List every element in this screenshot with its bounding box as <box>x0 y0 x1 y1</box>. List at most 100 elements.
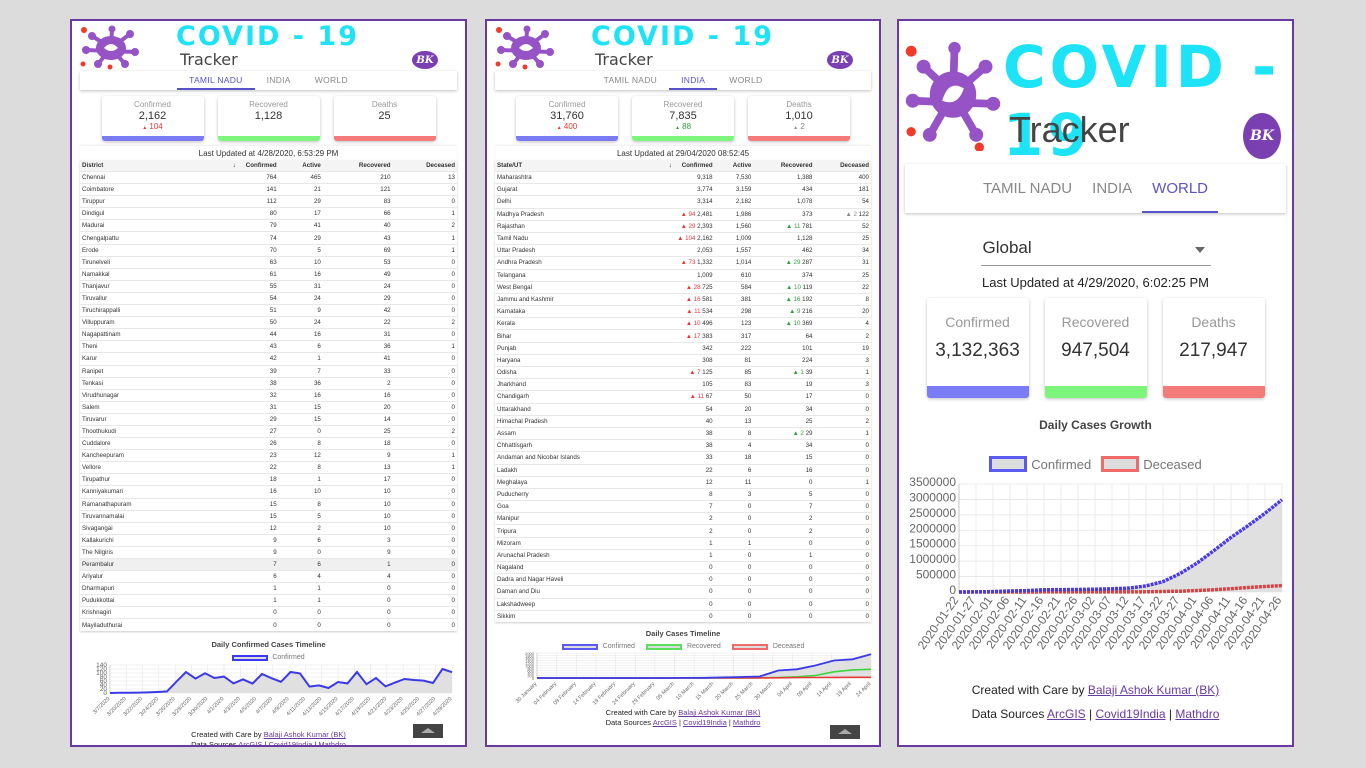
source-link-arcgis[interactable]: ArcGIS <box>238 740 263 747</box>
table-row[interactable]: Dindigul 80 17 66 1 <box>80 207 457 220</box>
table-row[interactable]: Tiruchirappalli 51 9 42 0 <box>80 304 457 317</box>
tab-world[interactable]: WORLD <box>314 75 348 85</box>
table-row[interactable]: Tenkasi 38 36 2 0 <box>80 376 457 390</box>
table-row[interactable]: Perambalur 7 6 1 0 <box>80 557 457 571</box>
table-row[interactable]: Chandigarh ▲ 11 67 50 17 0 <box>495 390 871 404</box>
table-row[interactable]: Tiruvarur 29 15 14 0 <box>80 412 457 426</box>
table-row[interactable]: Madurai 79 41 40 2 <box>80 219 457 232</box>
table-row[interactable]: Tiruvannamalai 15 5 10 0 <box>80 509 457 523</box>
table-row[interactable]: Madhya Pradesh ▲ 94 2,481 1,986 373 ▲ 2 122 <box>495 207 871 221</box>
table-row[interactable]: Assam 38 8 ▲ 2 29 1 <box>495 426 871 440</box>
source-link-mathdro[interactable]: Mathdro <box>732 718 761 728</box>
source-link-mathdro[interactable]: Mathdro <box>318 740 346 747</box>
col-recovered[interactable]: Recovered <box>753 160 815 172</box>
table-row[interactable]: Telangana 1,009 610 374 25 <box>495 268 871 282</box>
table-row[interactable]: Karur 42 1 41 0 <box>80 352 457 365</box>
table-row[interactable]: Tiruvallur 54 24 29 0 <box>80 291 457 305</box>
col-district[interactable]: District <box>80 160 185 172</box>
country-select[interactable]: Global <box>980 233 1211 266</box>
table-row[interactable]: Puducherry 8 3 5 0 <box>495 487 871 501</box>
table-row[interactable]: Cuddalore 26 8 18 0 <box>80 437 457 450</box>
col-confirmed[interactable]: ↓ Confirmed <box>184 160 279 172</box>
tab-world[interactable]: WORLD <box>1142 164 1218 213</box>
table-row[interactable]: Dadra and Nagar Haveli 0 0 0 0 <box>495 573 871 586</box>
tab-india[interactable]: INDIA <box>1092 180 1133 197</box>
table-row[interactable]: Manipur 2 0 2 0 <box>495 512 871 525</box>
source-link-mathdro[interactable]: Mathdro <box>1175 707 1220 721</box>
tab-india[interactable]: INDIA <box>669 71 718 90</box>
table-row[interactable]: Kallakurichi 9 6 3 0 <box>80 533 457 547</box>
table-row[interactable]: Ariyalur 6 4 4 0 <box>80 570 457 583</box>
table-row[interactable]: Chengalpattu 74 29 43 1 <box>80 231 457 245</box>
table-row[interactable]: Delhi 3,314 2,182 1,078 54 <box>495 195 871 209</box>
table-row[interactable]: Uttarakhand 54 20 34 0 <box>495 402 871 416</box>
table-row[interactable]: Ramanathapuram 15 8 10 0 <box>80 497 457 511</box>
table-row[interactable]: Odisha ▲ 7 125 85 ▲ 1 39 1 <box>495 365 871 379</box>
legend-swatch-confirmed[interactable] <box>989 456 1028 472</box>
table-row[interactable]: Gujarat 3,774 3,159 434 181 <box>495 183 871 196</box>
table-row[interactable]: Nagapattinam 44 16 31 0 <box>80 328 457 341</box>
table-row[interactable]: Chennai 764 465 210 13 <box>80 170 457 184</box>
scroll-to-top-button[interactable] <box>830 725 860 739</box>
table-row[interactable]: Arunachal Pradesh 1 0 1 0 <box>495 548 871 562</box>
author-link[interactable]: Balaji Ashok Kumar (BK) <box>678 708 761 718</box>
table-row[interactable]: Tiruppur 112 29 83 0 <box>80 195 457 208</box>
table-row[interactable]: Krishnagiri 0 0 0 0 <box>80 606 457 619</box>
table-row[interactable]: Kerala ▲ 10 496 123 ▲ 10 369 4 <box>495 317 871 330</box>
col-deceased[interactable]: Deceased <box>392 160 457 172</box>
table-row[interactable]: Punjab 342 222 101 19 <box>495 341 871 355</box>
table-row[interactable]: Uttar Pradesh 2,053 1,557 462 34 <box>495 244 871 257</box>
table-row[interactable]: Meghalaya 12 11 0 1 <box>495 475 871 489</box>
table-row[interactable]: Tripura 2 0 2 0 <box>495 524 871 538</box>
tab-tamil-nadu[interactable]: TAMIL NADU <box>982 180 1073 197</box>
table-row[interactable]: Jharkhand 105 83 19 3 <box>495 378 871 391</box>
source-link-arcgis[interactable]: ArcGIS <box>652 718 677 728</box>
col-recovered[interactable]: Recovered <box>322 160 393 172</box>
source-link-covid19india[interactable]: Covid19India <box>683 718 727 728</box>
table-row[interactable]: Ladakh 22 6 16 0 <box>495 463 871 477</box>
source-link-arcgis[interactable]: ArcGIS <box>1046 707 1086 721</box>
table-row[interactable]: Andaman and Nicobar Islands 33 18 15 0 <box>495 451 871 464</box>
table-row[interactable]: Kanniyakumari 16 10 10 0 <box>80 485 457 499</box>
table-row[interactable]: Sikkim 0 0 0 0 <box>495 609 871 623</box>
table-row[interactable]: Goa 7 0 7 0 <box>495 500 871 513</box>
legend-swatch-deceased[interactable] <box>1101 456 1140 472</box>
col-active[interactable]: Active <box>278 160 323 172</box>
table-row[interactable]: Thoothukudi 27 0 25 2 <box>80 424 457 438</box>
table-row[interactable]: Haryana 308 81 224 3 <box>495 353 871 367</box>
legend-swatch-confirmed[interactable] <box>561 643 598 650</box>
tab-world[interactable]: WORLD <box>729 75 763 85</box>
tab-tamil-nadu[interactable]: TAMIL NADU <box>603 75 658 85</box>
table-row[interactable]: Kancheepuram 23 12 9 1 <box>80 449 457 462</box>
table-row[interactable]: Chhattisgarh 38 4 34 0 <box>495 439 871 452</box>
col-state[interactable]: State/UT <box>495 160 633 172</box>
table-row[interactable]: Daman and Diu 0 0 0 0 <box>495 585 871 599</box>
author-link[interactable]: Balaji Ashok Kumar (BK) <box>263 730 346 740</box>
source-link-covid19india[interactable]: Covid19India <box>268 740 313 747</box>
table-row[interactable]: Namakkal 61 16 49 0 <box>80 267 457 281</box>
legend-swatch-recovered[interactable] <box>645 643 682 650</box>
legend-swatch-confirmed[interactable] <box>232 654 269 661</box>
table-row[interactable]: Vellore 22 8 13 1 <box>80 461 457 474</box>
table-row[interactable]: Andhra Pradesh ▲ 73 1,332 1,014 ▲ 29 287 31 <box>495 256 871 269</box>
table-row[interactable]: Nagaland 0 0 0 0 <box>495 560 871 574</box>
source-link-covid19india[interactable]: Covid19India <box>1095 707 1166 721</box>
table-row[interactable]: Jammu and Kashmir ▲ 16 581 381 ▲ 16 192 8 <box>495 292 871 306</box>
col-confirmed[interactable]: ↓ Confirmed <box>632 160 715 172</box>
table-row[interactable]: Ranipet 39 7 33 0 <box>80 364 457 378</box>
table-row[interactable]: Sivagangai 12 2 10 0 <box>80 521 457 535</box>
scroll-to-top-button[interactable] <box>413 724 443 738</box>
col-active[interactable]: Active <box>714 160 754 172</box>
table-row[interactable]: Karnataka ▲ 11 534 298 ▲ 9 216 20 <box>495 305 871 318</box>
col-deceased[interactable]: Deceased <box>814 160 871 172</box>
table-row[interactable]: Bihar ▲ 17 383 317 64 2 <box>495 329 871 343</box>
table-row[interactable]: Tirunelveli 63 10 53 0 <box>80 255 457 269</box>
table-row[interactable]: Mayiladuthurai 0 0 0 0 <box>80 618 457 632</box>
table-row[interactable]: Tamil Nadu ▲ 104 2,162 1,009 1,128 25 <box>495 231 871 245</box>
table-row[interactable]: Theni 43 6 36 1 <box>80 340 457 353</box>
table-row[interactable]: Rajasthan ▲ 29 2,393 1,560 ▲ 11 781 52 <box>495 219 871 233</box>
table-row[interactable]: Thanjavur 55 31 24 0 <box>80 279 457 293</box>
table-row[interactable]: The Nilgiris 9 0 9 0 <box>80 545 457 559</box>
table-row[interactable]: Pudukkottai 1 1 0 0 <box>80 594 457 607</box>
tab-tamil-nadu[interactable]: TAMIL NADU <box>177 71 255 90</box>
